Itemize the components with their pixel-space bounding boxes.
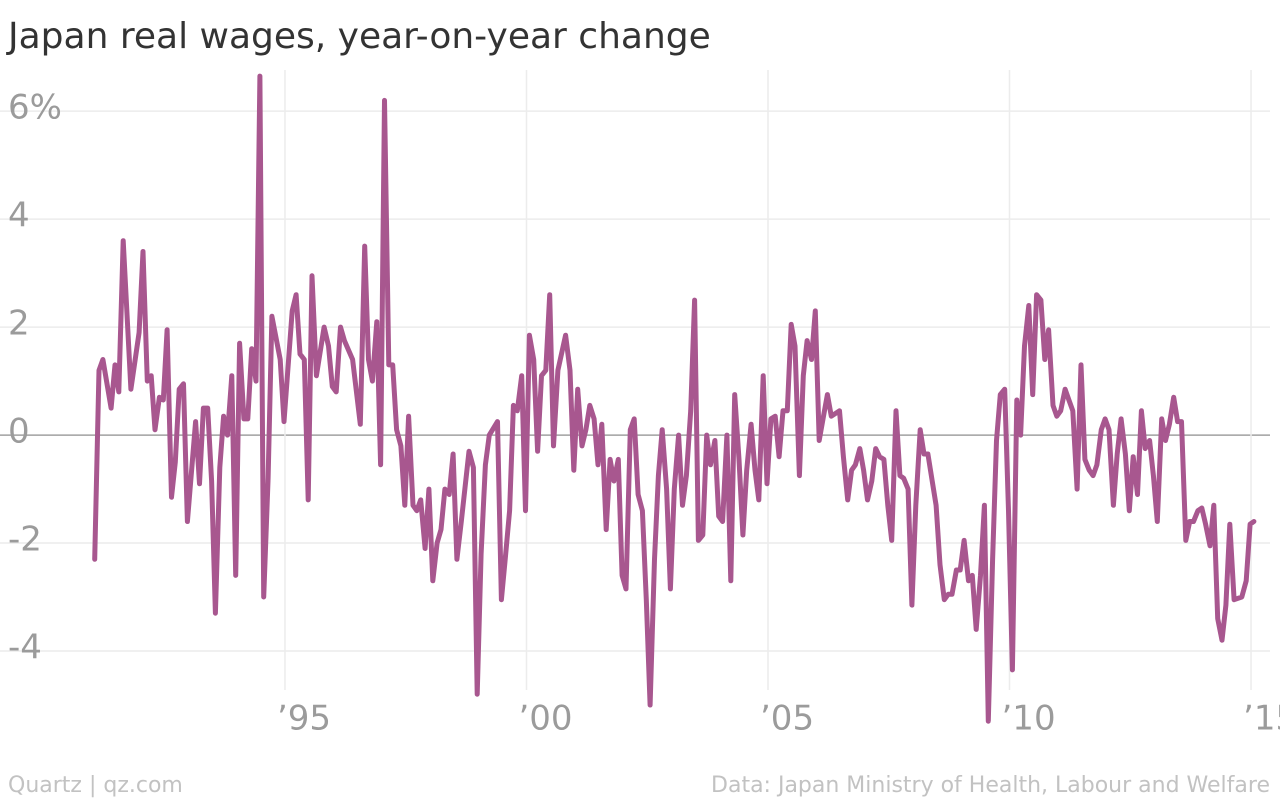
data-line — [92, 73, 1257, 724]
tick-labels: 6% 4 2 0 -2 -4 ’95 ’00 ’05 ’10 ’15 — [8, 88, 1280, 739]
x-tick-label: ’00 — [518, 699, 572, 739]
x-tick-label: ’10 — [1002, 699, 1056, 739]
y-tick-label: -2 — [8, 520, 42, 560]
chart-title: Japan real wages, year-on-year change — [6, 16, 711, 57]
y-tick-label: 2 — [8, 304, 30, 344]
y-tick-label: 0 — [8, 412, 30, 452]
source-right: Data: Japan Ministry of Health, Labour a… — [711, 773, 1270, 798]
y-tick-label: 6% — [8, 88, 62, 128]
source-left: Quartz | qz.com — [8, 773, 183, 798]
plot — [92, 73, 1257, 724]
y-tick-label: 4 — [8, 196, 30, 236]
y-tick-label: -4 — [8, 628, 42, 668]
x-tick-label: ’15 — [1243, 699, 1280, 739]
x-tick-label: ’05 — [760, 699, 814, 739]
x-tick-label: ’95 — [277, 699, 331, 739]
